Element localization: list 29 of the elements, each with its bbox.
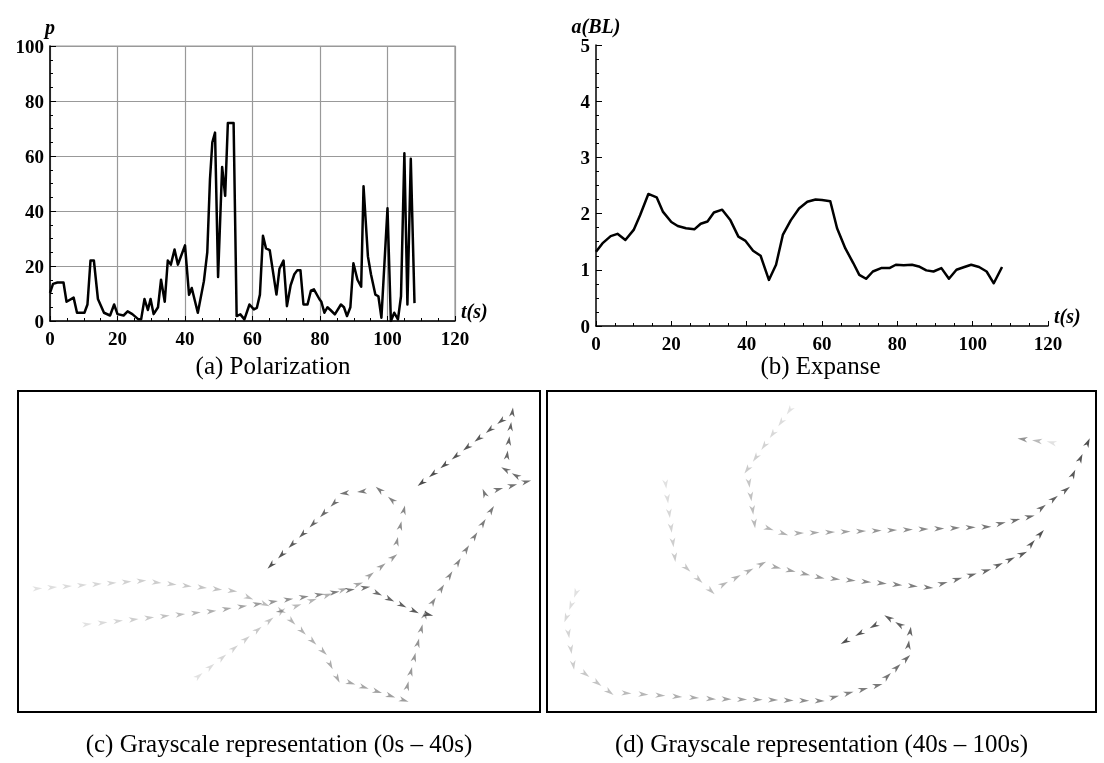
text: (b) Expanse — [760, 352, 881, 380]
x-tick-label: 20 — [661, 333, 681, 354]
x-tick-label: 60 — [243, 328, 262, 349]
y-tick-label: 40 — [25, 200, 44, 222]
y-tick-label: 3 — [580, 146, 590, 168]
x-tick-label: 40 — [175, 328, 195, 349]
x-tick-label: 120 — [440, 328, 470, 349]
x-tick-label: 80 — [887, 333, 907, 354]
y-tick-label: 0 — [34, 310, 44, 332]
text: (c) Grayscale representation (0s – 40s) — [84, 730, 474, 758]
x-axis-title: t(s) — [1054, 305, 1081, 328]
text: (d) Grayscale representation (40s – 100s) — [613, 730, 1030, 758]
y-tick-label: 60 — [25, 145, 44, 167]
y-tick-label: 2 — [580, 203, 590, 225]
x-axis-title: t(s) — [461, 300, 488, 323]
x-tick-label: 60 — [812, 333, 832, 354]
x-tick-label: 100 — [373, 328, 402, 349]
y-tick-label: 1 — [580, 259, 590, 281]
y-tick-label: 100 — [15, 35, 44, 57]
y-tick-label: 80 — [25, 90, 44, 112]
x-tick-label: 100 — [958, 333, 987, 354]
x-tick-label: 20 — [108, 328, 127, 349]
x-tick-label: 120 — [1033, 333, 1063, 354]
x-tick-label: 80 — [310, 328, 330, 349]
x-tick-label: 40 — [737, 333, 757, 354]
y-tick-label: 20 — [25, 255, 44, 277]
y-axis-title: p — [43, 15, 55, 39]
text: (a) Polarization — [195, 352, 351, 380]
y-tick-label: 4 — [580, 90, 591, 112]
